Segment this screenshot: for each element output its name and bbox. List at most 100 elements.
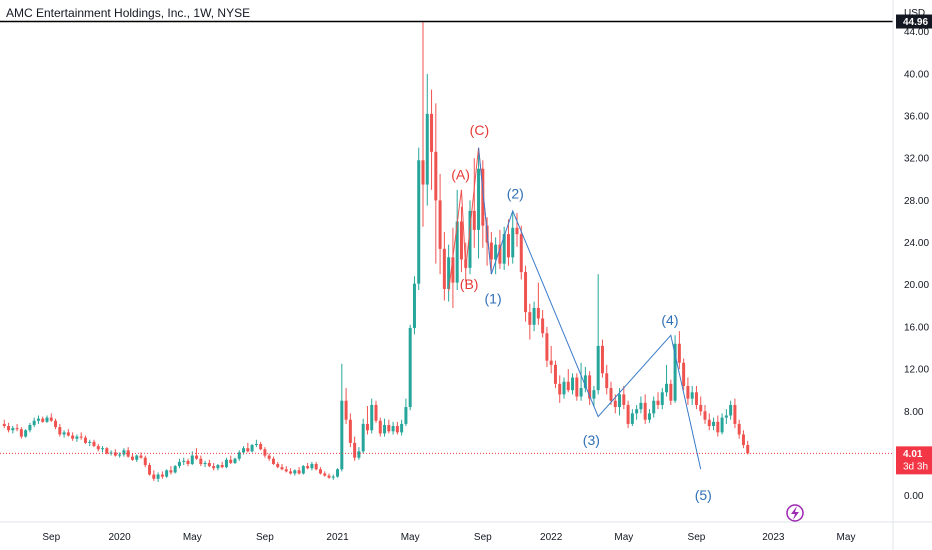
- price-tick-label: 40.00: [904, 69, 929, 80]
- candle: [383, 418, 387, 437]
- candle: [536, 282, 540, 325]
- candle: [694, 385, 698, 410]
- candle: [571, 373, 575, 395]
- candle: [92, 439, 96, 448]
- candle: [259, 441, 263, 451]
- candle: [118, 452, 122, 458]
- candle: [212, 462, 216, 471]
- candle: [502, 226, 506, 270]
- candle: [246, 442, 250, 453]
- wave-label[interactable]: (5): [695, 487, 712, 503]
- candle: [395, 421, 399, 435]
- candle: [746, 440, 750, 455]
- price-tick-label: 16.00: [904, 322, 929, 333]
- candle: [126, 447, 130, 458]
- candle: [203, 460, 207, 468]
- candle: [549, 345, 553, 374]
- price-tick-label: 44.00: [904, 27, 929, 38]
- candle: [421, 21, 425, 227]
- time-tick-label: Sep: [256, 532, 274, 543]
- candle: [682, 358, 686, 391]
- time-axis[interactable]: Sep 2020 May Sep 2021 May Sep 2022 May Sep 2023 May: [42, 532, 855, 543]
- candle: [579, 362, 583, 401]
- candle: [207, 459, 211, 468]
- candle: [250, 443, 254, 453]
- candle: [626, 400, 630, 429]
- candle: [152, 470, 156, 481]
- candle: [79, 432, 83, 440]
- candles-layer: [2, 21, 750, 482]
- candle: [36, 415, 40, 424]
- candle: [195, 448, 199, 460]
- candle: [32, 417, 36, 428]
- candle: [229, 455, 233, 464]
- candle: [75, 434, 79, 442]
- candle: [357, 447, 361, 460]
- candle: [553, 360, 557, 389]
- candle: [660, 388, 664, 410]
- price-tick-label: 32.00: [904, 154, 929, 165]
- candle: [88, 439, 92, 447]
- chart-title: AMC Entertainment Holdings, Inc., 1W, NY…: [6, 6, 250, 20]
- price-axis[interactable]: 44.00 40.00 36.00 32.00 28.00 24.00 20.00 16.00…: [904, 27, 929, 502]
- candle: [7, 422, 11, 433]
- wave-label[interactable]: (B): [460, 276, 479, 292]
- candle: [263, 447, 267, 458]
- candle: [327, 473, 331, 479]
- candle: [19, 427, 23, 439]
- candle: [49, 413, 53, 422]
- time-tick-label: May: [183, 532, 202, 543]
- candle: [622, 385, 626, 410]
- candle: [566, 369, 570, 393]
- candle: [391, 421, 395, 435]
- candle: [583, 366, 587, 393]
- candle: [519, 225, 523, 280]
- candle: [148, 462, 152, 476]
- wave-label[interactable]: (C): [470, 122, 489, 138]
- candle: [677, 331, 681, 370]
- price-tick-label: 20.00: [904, 280, 929, 291]
- wave-line[interactable]: [478, 147, 702, 470]
- wave-label[interactable]: (2): [507, 185, 524, 201]
- candle: [562, 377, 566, 399]
- candle: [707, 413, 711, 431]
- currency-label: USD: [904, 8, 925, 19]
- hline-price-badge: 44.96: [896, 14, 932, 29]
- wave-label[interactable]: (3): [583, 432, 600, 448]
- candle: [237, 450, 241, 461]
- time-tick-label: Sep: [474, 532, 492, 543]
- candle: [370, 398, 374, 434]
- candle: [408, 324, 412, 411]
- candle: [588, 371, 592, 405]
- candle: [481, 160, 485, 248]
- wave-label[interactable]: (A): [451, 166, 470, 182]
- wave-label[interactable]: (1): [485, 291, 502, 307]
- candle: [122, 448, 126, 457]
- price-tick-label: 0.00: [904, 491, 924, 502]
- candle: [703, 404, 707, 424]
- candle: [101, 446, 105, 453]
- candle: [374, 400, 378, 423]
- candle: [143, 455, 147, 468]
- candle: [387, 419, 391, 434]
- lightning-icon[interactable]: [786, 504, 804, 522]
- candle: [592, 385, 596, 408]
- time-tick-label: May: [614, 532, 633, 543]
- candle: [233, 457, 237, 464]
- candle: [412, 276, 416, 335]
- candle: [451, 227, 455, 308]
- wave-label[interactable]: (4): [661, 312, 678, 328]
- candle: [293, 469, 297, 476]
- candle: [173, 465, 177, 474]
- candle: [280, 464, 284, 471]
- time-tick-label: 2023: [762, 532, 785, 543]
- candle: [45, 415, 49, 423]
- candle: [724, 409, 728, 424]
- candle: [468, 200, 472, 275]
- candle: [652, 396, 656, 418]
- candle: [720, 413, 724, 435]
- candle: [15, 423, 19, 432]
- candle: [2, 419, 6, 429]
- last-price-label: 4.01: [903, 449, 923, 460]
